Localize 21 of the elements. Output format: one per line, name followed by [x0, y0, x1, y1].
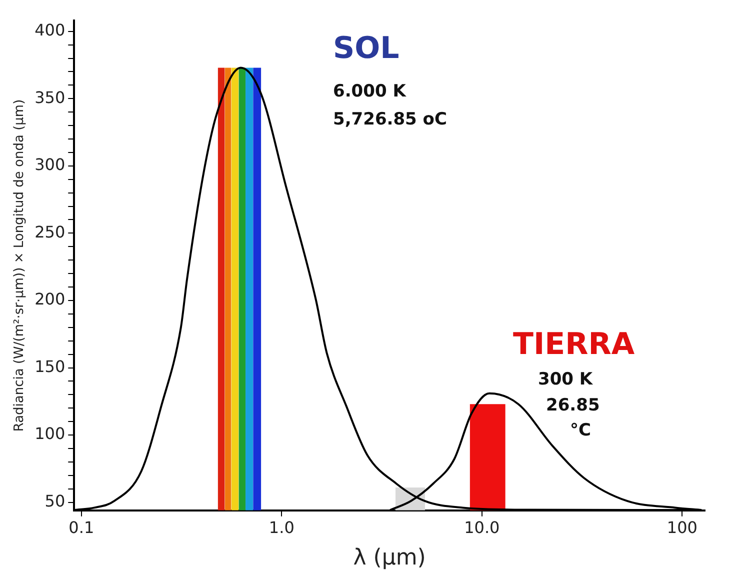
y-tick-label: 50 — [44, 491, 66, 510]
annotation: 300 K — [538, 369, 594, 390]
y-tick-label: 250 — [34, 222, 66, 242]
y-tick-label: 300 — [34, 155, 66, 174]
annotation: 5,726.85 oC — [333, 109, 447, 130]
annotation: TIERRA — [513, 326, 636, 362]
annotation: 6.000 K — [333, 81, 407, 102]
x-tick-label: 100 — [666, 518, 698, 538]
x-axis-title: λ (µm) — [353, 546, 426, 571]
x-tick-label: 1.0 — [268, 518, 294, 538]
y-tick-label: 200 — [34, 290, 66, 309]
y-tick-label: 350 — [34, 88, 66, 107]
y-axis-title: Radiancia (W/(m²·sr·µm)) × Longitud de onda (µm) — [12, 99, 28, 432]
annotation: SOL — [333, 30, 400, 66]
x-tick-label: 0.1 — [68, 518, 94, 538]
y-tick-label: 150 — [34, 356, 66, 376]
y-tick-label: 100 — [34, 424, 66, 444]
x-tick-label: 10.0 — [464, 518, 500, 538]
annotation: 26.85 — [546, 395, 600, 416]
y-tick-label: 400 — [34, 20, 66, 40]
annotation: °C — [570, 420, 591, 440]
